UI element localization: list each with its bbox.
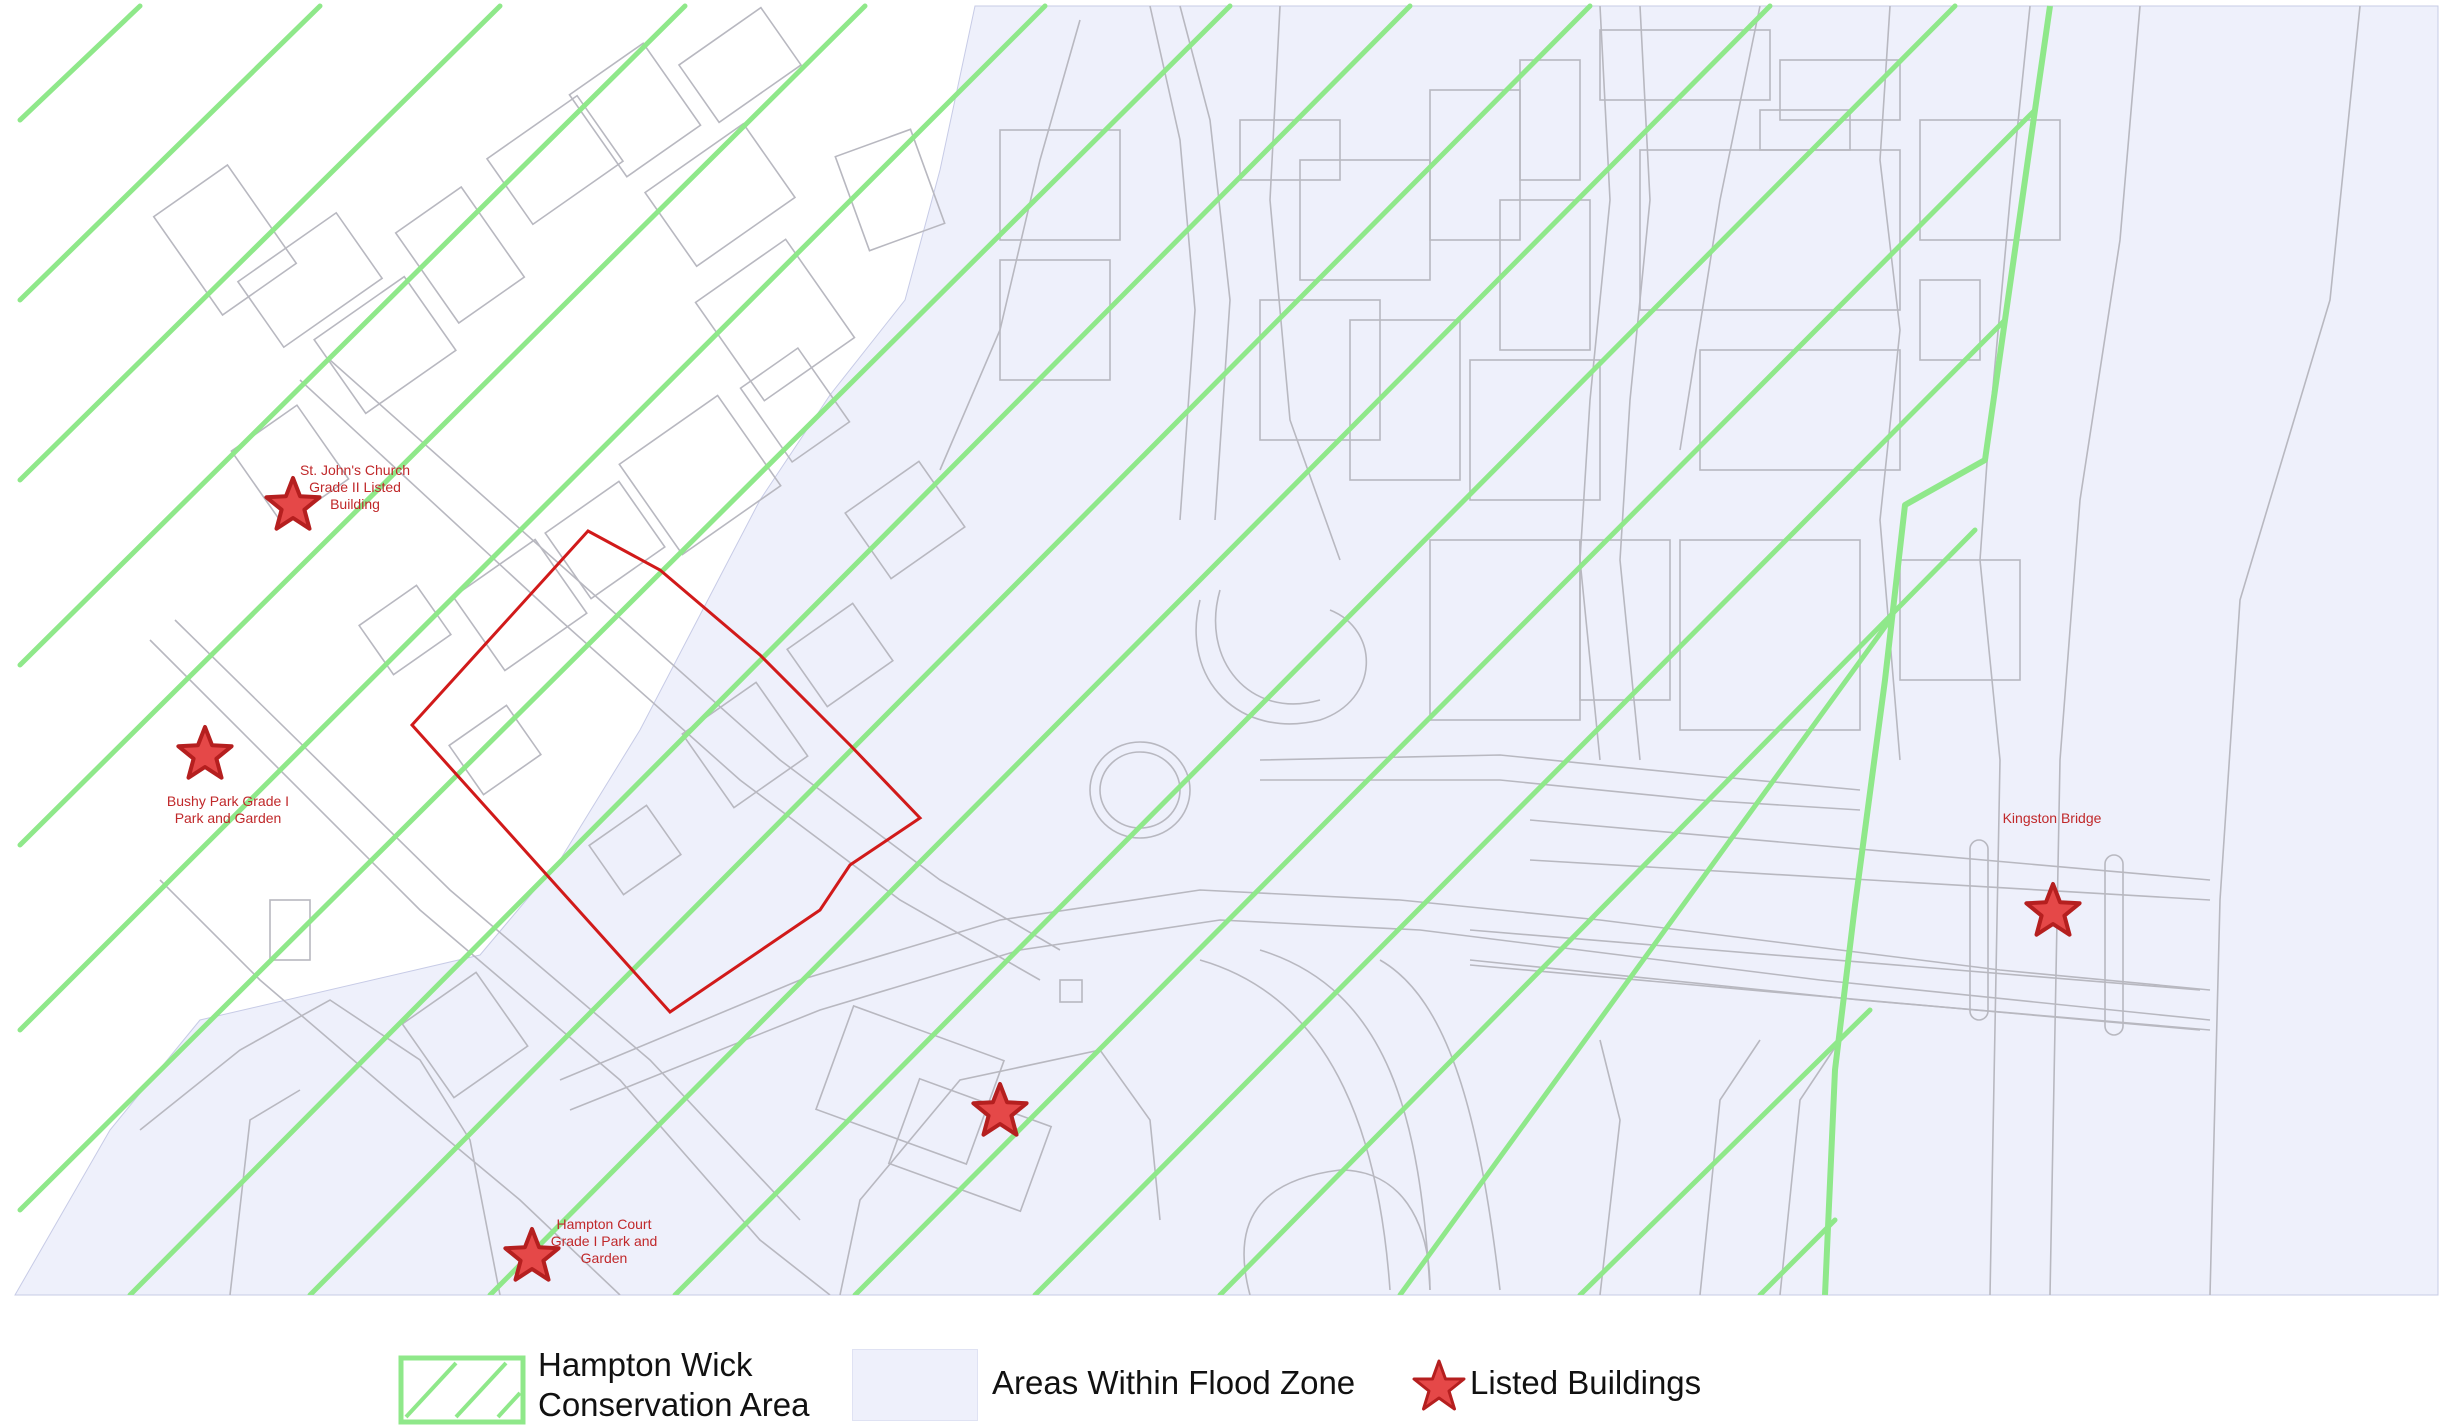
map-label-bushy-park: Bushy Park Grade I Park and Garden (167, 793, 289, 826)
map-label-line: Kingston Bridge (2003, 810, 2102, 826)
site-boundary[interactable] (409, 529, 923, 1014)
conservation-area-hatch (17, 3, 2038, 1295)
map-label-line: Grade II Listed (309, 479, 401, 495)
map-label-kingston-bridge: Kingston Bridge (2003, 810, 2102, 826)
map-label-line: St. John's Church (300, 462, 410, 478)
flood-zone-swatch (852, 1349, 978, 1421)
map-label-st-johns: St. John's Church Grade II Listed Building (300, 462, 410, 512)
star-bushy-park-icon[interactable] (176, 725, 234, 780)
legend-flood-zone-label: Areas Within Flood Zone (992, 1364, 1356, 1401)
flood-zone-area (14, 5, 2439, 1296)
star-hampton-court-icon[interactable] (503, 1227, 561, 1282)
map-label-line: Building (330, 496, 380, 512)
map-label-line: Hampton Court (557, 1216, 652, 1232)
basemap-streets (139, 5, 2361, 1295)
star-unnamed-listed-building-icon[interactable] (971, 1082, 1029, 1137)
map-label-line: Garden (581, 1250, 628, 1266)
legend-conservation-line1: Hampton Wick (538, 1346, 753, 1383)
legend-conservation-label: Hampton Wick Conservation Area (538, 1345, 810, 1425)
map-label-line: Grade I Park and (551, 1233, 658, 1249)
star-st-johns-church-icon[interactable] (264, 476, 322, 531)
map-label-line: Park and Garden (175, 810, 282, 826)
legend: Hampton Wick Conservation Area Areas Wit… (0, 1305, 2442, 1425)
legend-listed-buildings-label: Listed Buildings (1470, 1364, 1702, 1401)
map-label-line: Bushy Park Grade I (167, 793, 289, 809)
legend-conservation-line2: Conservation Area (538, 1386, 810, 1423)
star-kingston-bridge-icon[interactable] (2024, 882, 2082, 937)
conservation-area-swatch (398, 1355, 526, 1425)
map-label-hampton-court: Hampton Court Grade I Park and Garden (551, 1216, 658, 1266)
listed-buildings-star-icon (1412, 1359, 1466, 1411)
